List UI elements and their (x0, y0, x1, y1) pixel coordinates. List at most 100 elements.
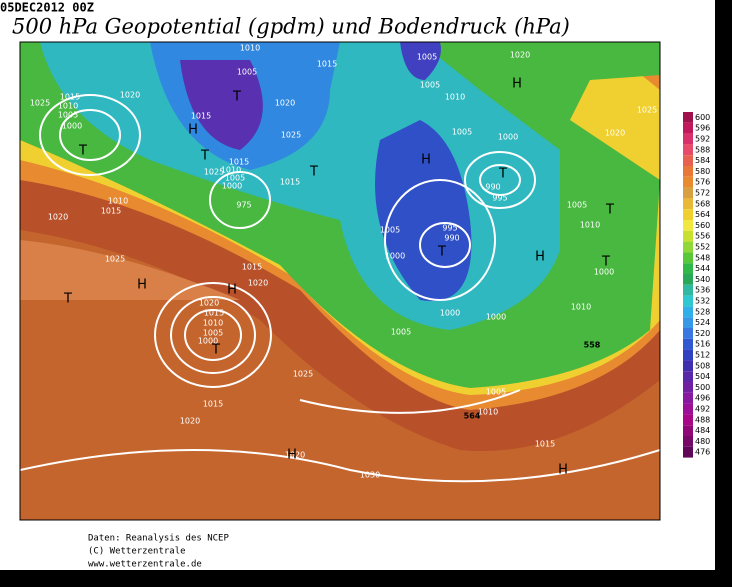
color-swatch (683, 176, 693, 188)
isobar-label: 1015 (204, 309, 224, 318)
isobar-label: 975 (236, 201, 251, 210)
colorbar-label: 552 (695, 243, 710, 252)
isobar-label: 1010 (240, 44, 260, 53)
isobar-label: 1010 (58, 102, 78, 111)
isobar-label: 1005 (486, 388, 506, 397)
colorbar-label: 524 (695, 318, 710, 327)
colorbar-label: 520 (695, 329, 710, 338)
isobar-label: 1005 (417, 53, 437, 62)
isobar-label: 1020 (285, 451, 305, 460)
pressure-center: H (287, 448, 297, 463)
isobar-label: 1000 (440, 309, 460, 318)
pressure-center: T (200, 149, 209, 164)
pressure-center: H (558, 463, 568, 478)
color-swatch (683, 274, 693, 285)
isobar-label: 990 (444, 234, 459, 243)
colorbar-label: 576 (695, 178, 710, 187)
pressure-center: H (227, 283, 237, 298)
isobar-label: 1020 (180, 417, 200, 426)
isobar-label: 1015 (229, 158, 249, 167)
pressure-center: T (211, 343, 220, 358)
pressure-center: T (78, 144, 87, 159)
isobar-label: 1010 (478, 408, 498, 417)
isobar-label: 1025 (30, 99, 50, 108)
map-frame (19, 41, 661, 521)
colorbar-label: 500 (695, 383, 710, 392)
color-swatch (683, 263, 693, 274)
pressure-center: H (421, 153, 431, 168)
isobar-label: 1020 (275, 99, 295, 108)
isobar-label: 1030 (360, 471, 380, 480)
colorbar-label: 568 (695, 199, 710, 208)
footer-line: Daten: Reanalysis des NCEP (88, 534, 229, 544)
colorbar-label: 560 (695, 221, 710, 230)
color-swatch (683, 122, 693, 134)
color-swatch (683, 252, 693, 264)
pressure-center: H (535, 250, 545, 265)
colorbar-label: 588 (695, 145, 710, 154)
isobar-label: 1010 (580, 221, 600, 230)
colorbar-label: 480 (695, 437, 710, 446)
pressure-center: T (601, 255, 610, 270)
colorbar-label: 544 (695, 264, 710, 273)
isobar-label: 1015 (317, 60, 337, 69)
colorbar-label: 484 (695, 426, 710, 435)
isobar-label: 1005 (567, 201, 587, 210)
isobar-label: 1015 (191, 112, 211, 121)
pressure-center: T (309, 165, 318, 180)
isobar-label: 1005 (420, 81, 440, 90)
color-swatch (683, 317, 693, 328)
height-label: 564 (464, 412, 481, 421)
colorbar-label: 476 (695, 448, 710, 457)
colorbar-label: 532 (695, 297, 710, 306)
isobar-label: 1020 (120, 91, 140, 100)
color-swatch (683, 328, 693, 339)
isobar-label: 1020 (248, 279, 268, 288)
isobar-label: 995 (492, 194, 507, 203)
colorbar-label: 488 (695, 415, 710, 424)
isobar-label: 1010 (571, 303, 591, 312)
color-swatch (683, 295, 693, 307)
color-swatch (683, 241, 693, 253)
color-swatch (683, 144, 693, 156)
color-swatch (683, 166, 693, 177)
color-swatch (683, 349, 693, 361)
isobar-label: 1020 (510, 51, 530, 60)
isobar-label: 1015 (242, 263, 262, 272)
color-swatch (683, 230, 693, 242)
pressure-center: T (437, 245, 446, 260)
isobar-label: 1015 (101, 207, 121, 216)
isobar-label: 1025 (637, 106, 657, 115)
isobar-label: 1025 (105, 255, 125, 264)
pressure-center: H (137, 278, 147, 293)
isobar-label: 1000 (198, 337, 218, 346)
color-swatch (683, 112, 693, 123)
colorbar-label: 536 (695, 286, 710, 295)
map-field (20, 42, 660, 520)
color-swatch (683, 382, 693, 393)
color-swatch (683, 133, 693, 145)
colorbar-label: 496 (695, 394, 710, 403)
color-swatch (683, 306, 693, 318)
colorbar-label: 504 (695, 372, 710, 381)
colorbar-label: 592 (695, 135, 710, 144)
isobar-label: 1005 (203, 329, 223, 338)
pressure-center: T (63, 292, 72, 307)
colorbar-label: 548 (695, 253, 710, 262)
isobar-label: 1015 (203, 400, 223, 409)
colorbar-label: 556 (695, 232, 710, 241)
isobar-label: 1005 (391, 328, 411, 337)
isobar-label: 1010 (108, 197, 128, 206)
isobar-label: 1005 (380, 226, 400, 235)
isobar-label: 1015 (535, 440, 555, 449)
isobar-label: 1005 (237, 68, 257, 77)
isobar-label: 1020 (605, 129, 625, 138)
color-swatch (683, 284, 693, 296)
pressure-center: T (605, 203, 614, 218)
isobar-label: 1010 (203, 319, 223, 328)
isobar-label: 1015 (280, 178, 300, 187)
isobar-label: 1025 (293, 370, 313, 379)
colorbar-label: 516 (695, 340, 710, 349)
